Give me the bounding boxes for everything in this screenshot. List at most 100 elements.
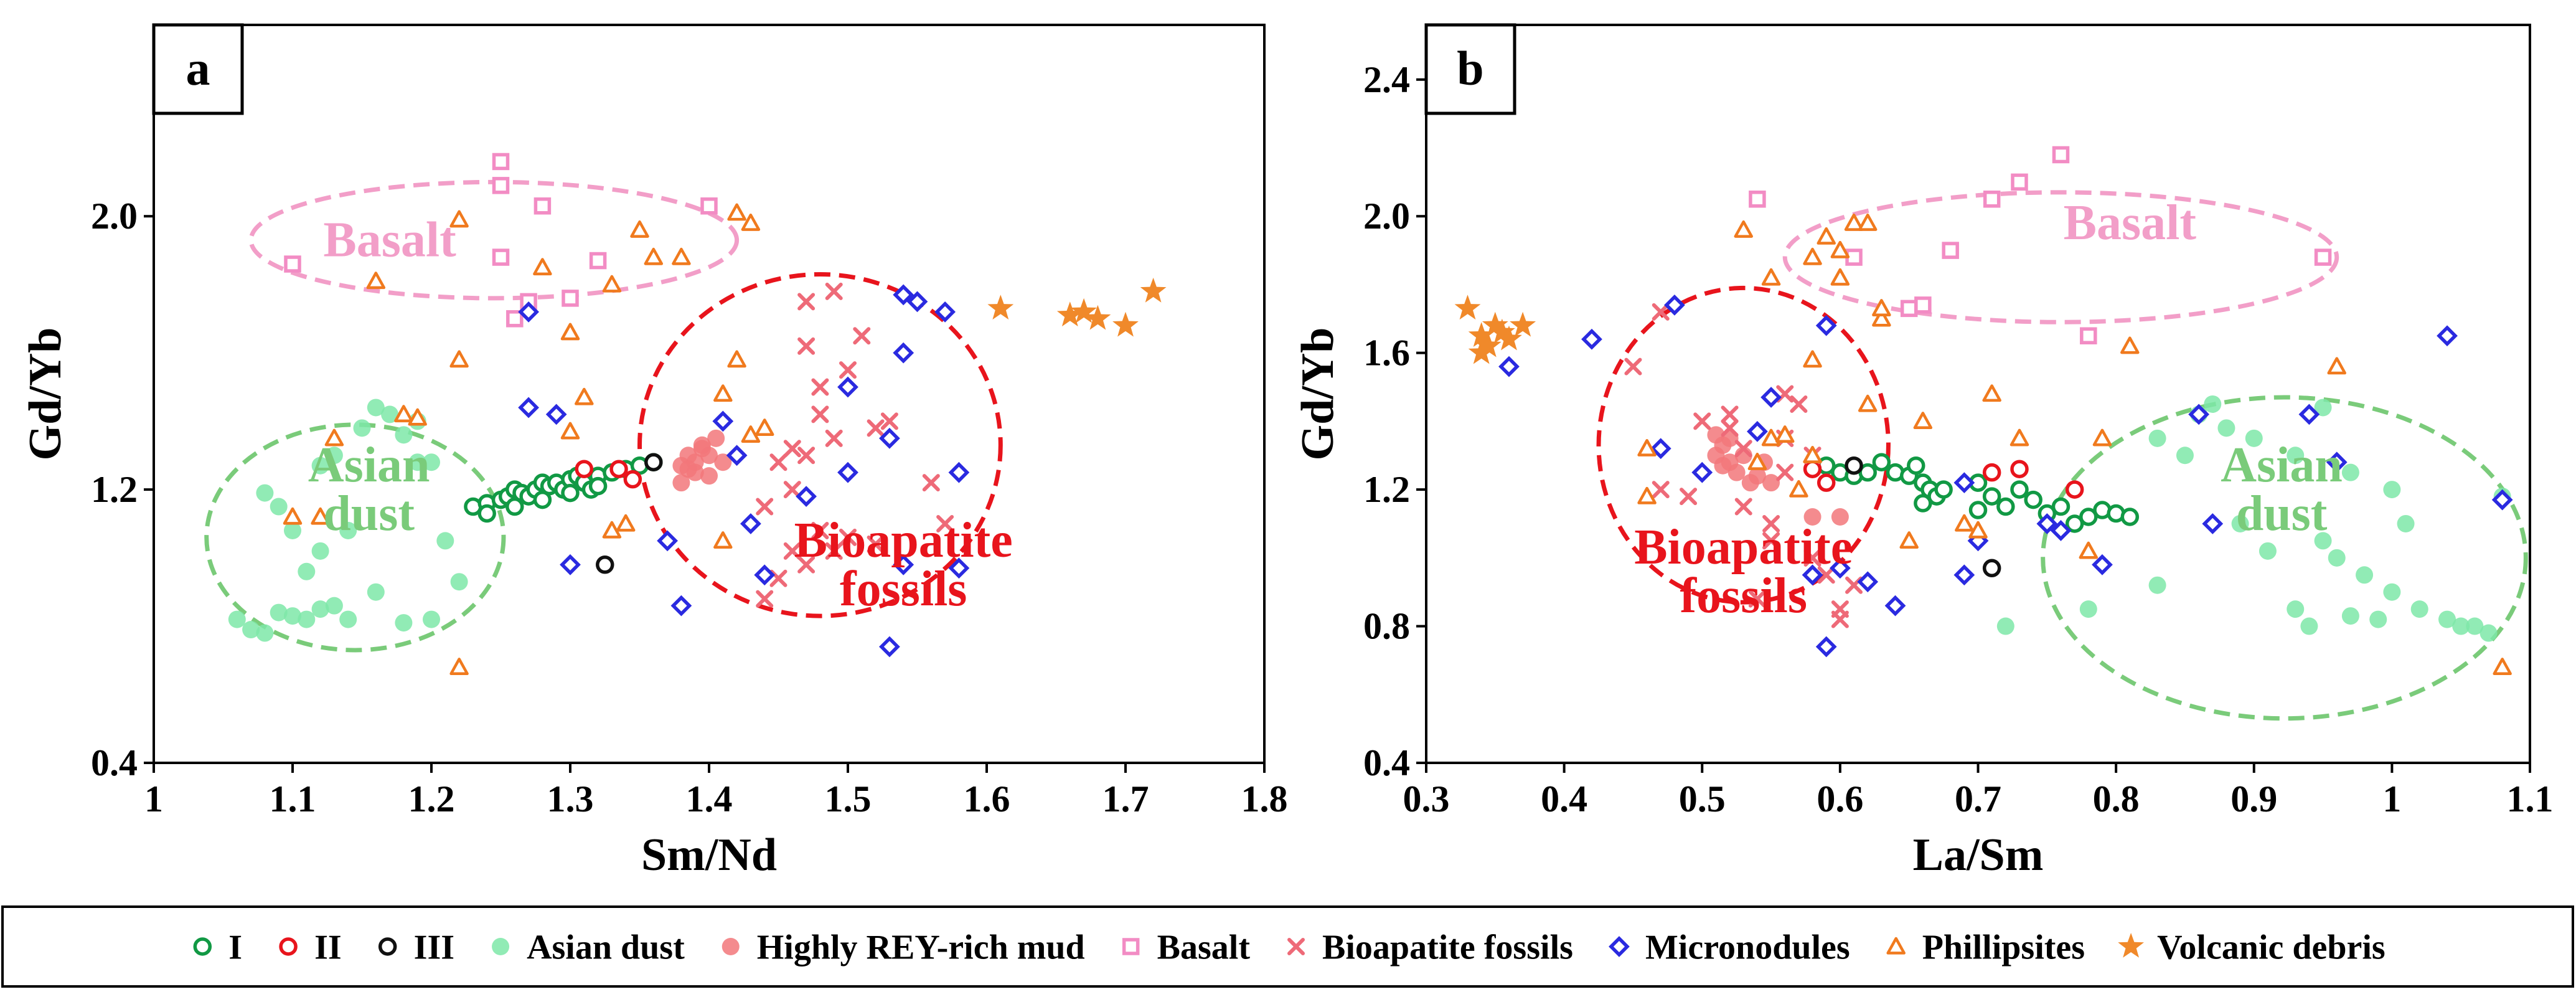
I-point xyxy=(1968,501,1988,519)
micronodules-point xyxy=(1498,356,1520,377)
legend-label-bioapatite: Bioapatite fossils xyxy=(1322,929,1573,967)
micronodules-point xyxy=(712,410,734,432)
I-point xyxy=(1996,497,2015,516)
legend-marker-II xyxy=(279,937,298,956)
I-point xyxy=(2024,490,2042,509)
micronodules-point xyxy=(2326,451,2348,473)
x-tick-label: 1.7 xyxy=(1102,778,1149,820)
bioapatite-point xyxy=(783,440,801,458)
phillipsites-point xyxy=(311,507,330,525)
asian-dust-point xyxy=(423,453,440,471)
x-tick-label: 1.2 xyxy=(408,778,455,820)
asian-dust-point xyxy=(2245,429,2263,447)
basalt-point xyxy=(2011,173,2028,191)
panel-a-points xyxy=(228,153,1167,676)
phillipsites-point xyxy=(2493,658,2512,676)
legend-label-I: I xyxy=(228,929,242,967)
asian-dust-point xyxy=(2079,600,2097,618)
basalt-region-label: Basalt xyxy=(323,213,456,268)
micronodules-point xyxy=(560,554,581,575)
phillipsites-point xyxy=(1789,480,1808,498)
bioapatite-region-label: Bioapatite xyxy=(1634,520,1853,575)
micronodules-point xyxy=(2050,520,2072,541)
panel-b-y-axis-label: Gd/Yb xyxy=(1292,328,1343,461)
phillipsites-point xyxy=(713,384,733,402)
volcanic-point xyxy=(1056,301,1083,327)
bioapatite-point xyxy=(867,419,885,437)
phillipsites-point xyxy=(1982,384,2001,402)
asian-dust-point xyxy=(1996,617,2014,635)
asian-dust-point xyxy=(242,621,260,639)
asian-dust-point xyxy=(395,614,413,632)
bioapatite-point xyxy=(1776,463,1794,481)
I-point xyxy=(561,483,580,503)
asian-dust-point xyxy=(423,610,440,628)
I-point xyxy=(1907,456,1925,475)
phillipsites-point xyxy=(2079,541,2099,559)
phillipsites-point xyxy=(1872,309,1891,327)
panel-a-ticks: 1 1.1 1.2 1.3 1.4 1.5 1.6 1.7 1.8 0.4 1.2 2.0 xyxy=(91,196,1288,820)
III-point xyxy=(644,453,663,471)
legend-marker-basalt xyxy=(1122,938,1140,955)
phillipsites-point xyxy=(2010,428,2029,447)
bioapatite-point xyxy=(1831,610,1849,628)
I-point xyxy=(588,476,608,496)
basalt-point xyxy=(492,177,510,194)
bioapatite-region xyxy=(637,272,1003,618)
phillipsites-point xyxy=(1858,394,1878,412)
micronodules-point xyxy=(2491,489,2513,511)
II-point xyxy=(575,460,594,478)
bioapatite-point xyxy=(1762,514,1780,532)
II-point xyxy=(1982,463,2001,482)
basalt-point xyxy=(1749,191,1766,208)
micronodules-point xyxy=(2437,325,2458,347)
asian-dust-point xyxy=(2217,419,2235,437)
x-tick-label: 0.7 xyxy=(1955,778,2001,820)
bioapatite-point xyxy=(1721,419,1739,437)
II-point xyxy=(609,460,628,478)
bioapatite-point xyxy=(825,542,843,560)
asian-dust-point xyxy=(311,542,329,560)
phillipsites-point xyxy=(2120,336,2140,354)
phillipsites-point xyxy=(1803,247,1822,265)
I-point xyxy=(1872,453,1891,471)
phillipsites-point xyxy=(713,531,733,549)
phillipsites-point xyxy=(1858,213,1878,231)
II-point xyxy=(2010,460,2029,478)
asian-dust-point xyxy=(2383,583,2401,601)
legend-marker-rey-mud xyxy=(722,938,740,955)
legend-marker-III xyxy=(378,937,397,956)
asian-dust-point xyxy=(284,521,301,539)
legend-items: I II III Asian dust Highly REY-rich mud Basal… xyxy=(193,929,2386,967)
x-tick-label: 0.5 xyxy=(1679,778,1726,820)
phillipsites-point xyxy=(1830,268,1850,286)
phillipsites-point xyxy=(1872,299,1891,316)
III-point xyxy=(1845,456,1863,475)
asian-dust-point xyxy=(2314,532,2332,550)
panel-b-points xyxy=(1454,146,2513,676)
rey-mud-point xyxy=(679,460,697,478)
phillipsites-point xyxy=(394,405,413,423)
asian-dust-point xyxy=(2176,447,2194,465)
x-tick-label: 1.8 xyxy=(1241,778,1288,820)
asian-dust-point xyxy=(2287,447,2305,465)
asian-dust-point xyxy=(381,405,399,423)
legend-marker-volcanic xyxy=(2118,933,2144,958)
asian-dust-point xyxy=(325,597,343,615)
asian-dust-point xyxy=(2328,549,2346,567)
I-point xyxy=(505,497,524,516)
bioapatite-point xyxy=(1748,590,1766,608)
basalt-point xyxy=(1914,296,1932,314)
I-point xyxy=(1914,494,1932,513)
bioapatite-point xyxy=(756,498,774,516)
micronodules-point xyxy=(1747,420,1768,442)
legend-label-phillipsites: Phillipsites xyxy=(1922,929,2085,967)
I-point xyxy=(1858,463,1877,482)
III-point xyxy=(596,555,614,574)
phillipsites-point xyxy=(727,203,746,221)
bioapatite-point xyxy=(797,337,816,355)
rey-mud-point xyxy=(1714,456,1732,475)
y-tick-label: 0.8 xyxy=(1363,606,1410,647)
